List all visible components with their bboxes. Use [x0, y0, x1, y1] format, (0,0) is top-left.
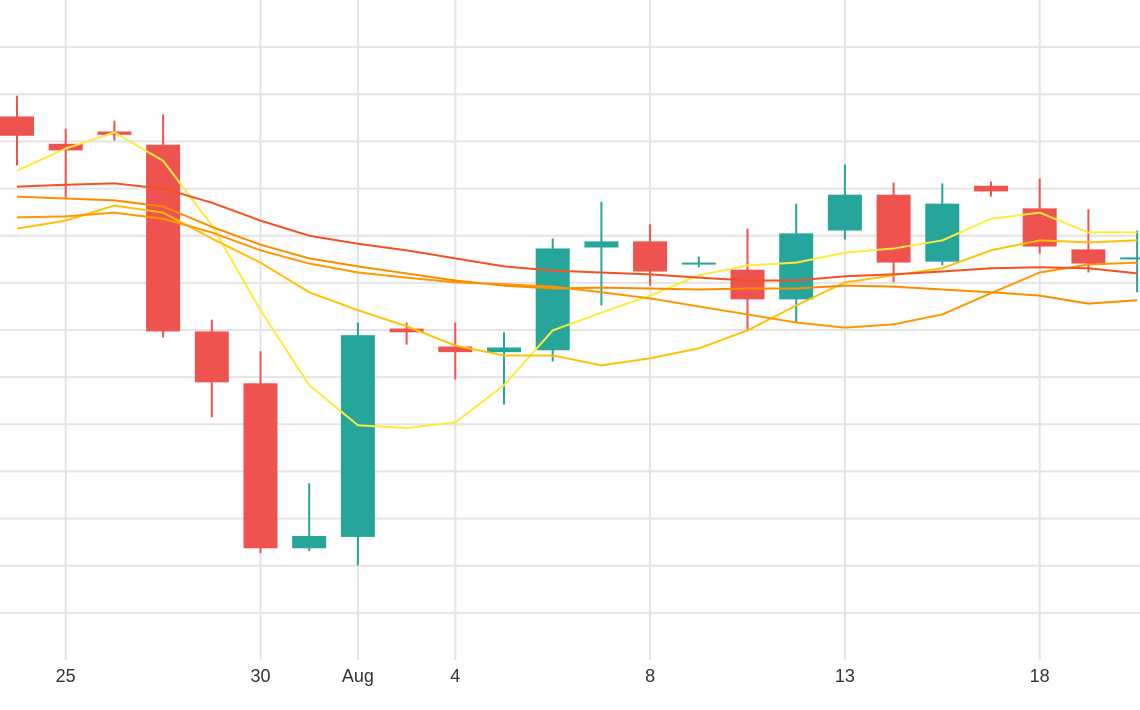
x-tick-label: 25 [56, 666, 76, 686]
candle-body [974, 185, 1008, 192]
candle-body [243, 383, 278, 549]
ma-line [16, 211, 1138, 329]
candle-body [487, 347, 521, 353]
candle-body [389, 328, 424, 333]
candle-body [535, 248, 570, 351]
candle-body [633, 241, 668, 272]
candle-body [1071, 249, 1106, 264]
candle-body [925, 203, 960, 262]
candle-body [292, 536, 327, 549]
ma-line [16, 131, 1138, 430]
candle-body [340, 335, 375, 537]
ma-line [16, 204, 1138, 367]
candle-body [146, 144, 181, 332]
candle-body [0, 116, 34, 136]
x-tick-label: 30 [250, 666, 270, 686]
candle-body [438, 346, 473, 353]
x-tick-label: Aug [342, 666, 374, 686]
candle-body [48, 143, 83, 151]
x-tick-label: 18 [1030, 666, 1050, 686]
ma-line [16, 195, 1138, 305]
x-tick-label: 13 [835, 666, 855, 686]
candle-body [827, 194, 862, 231]
candles [0, 95, 1140, 566]
candle-body [681, 262, 716, 265]
ma-line [16, 182, 1138, 282]
candle-body [730, 269, 765, 300]
grid [0, 0, 1140, 660]
candle-body [584, 241, 619, 248]
x-tick-label: 8 [645, 666, 655, 686]
candle-body [194, 331, 229, 383]
candle-body [876, 194, 911, 263]
moving-averages [16, 131, 1138, 430]
x-tick-label: 4 [450, 666, 460, 686]
candle-body [1120, 257, 1140, 260]
